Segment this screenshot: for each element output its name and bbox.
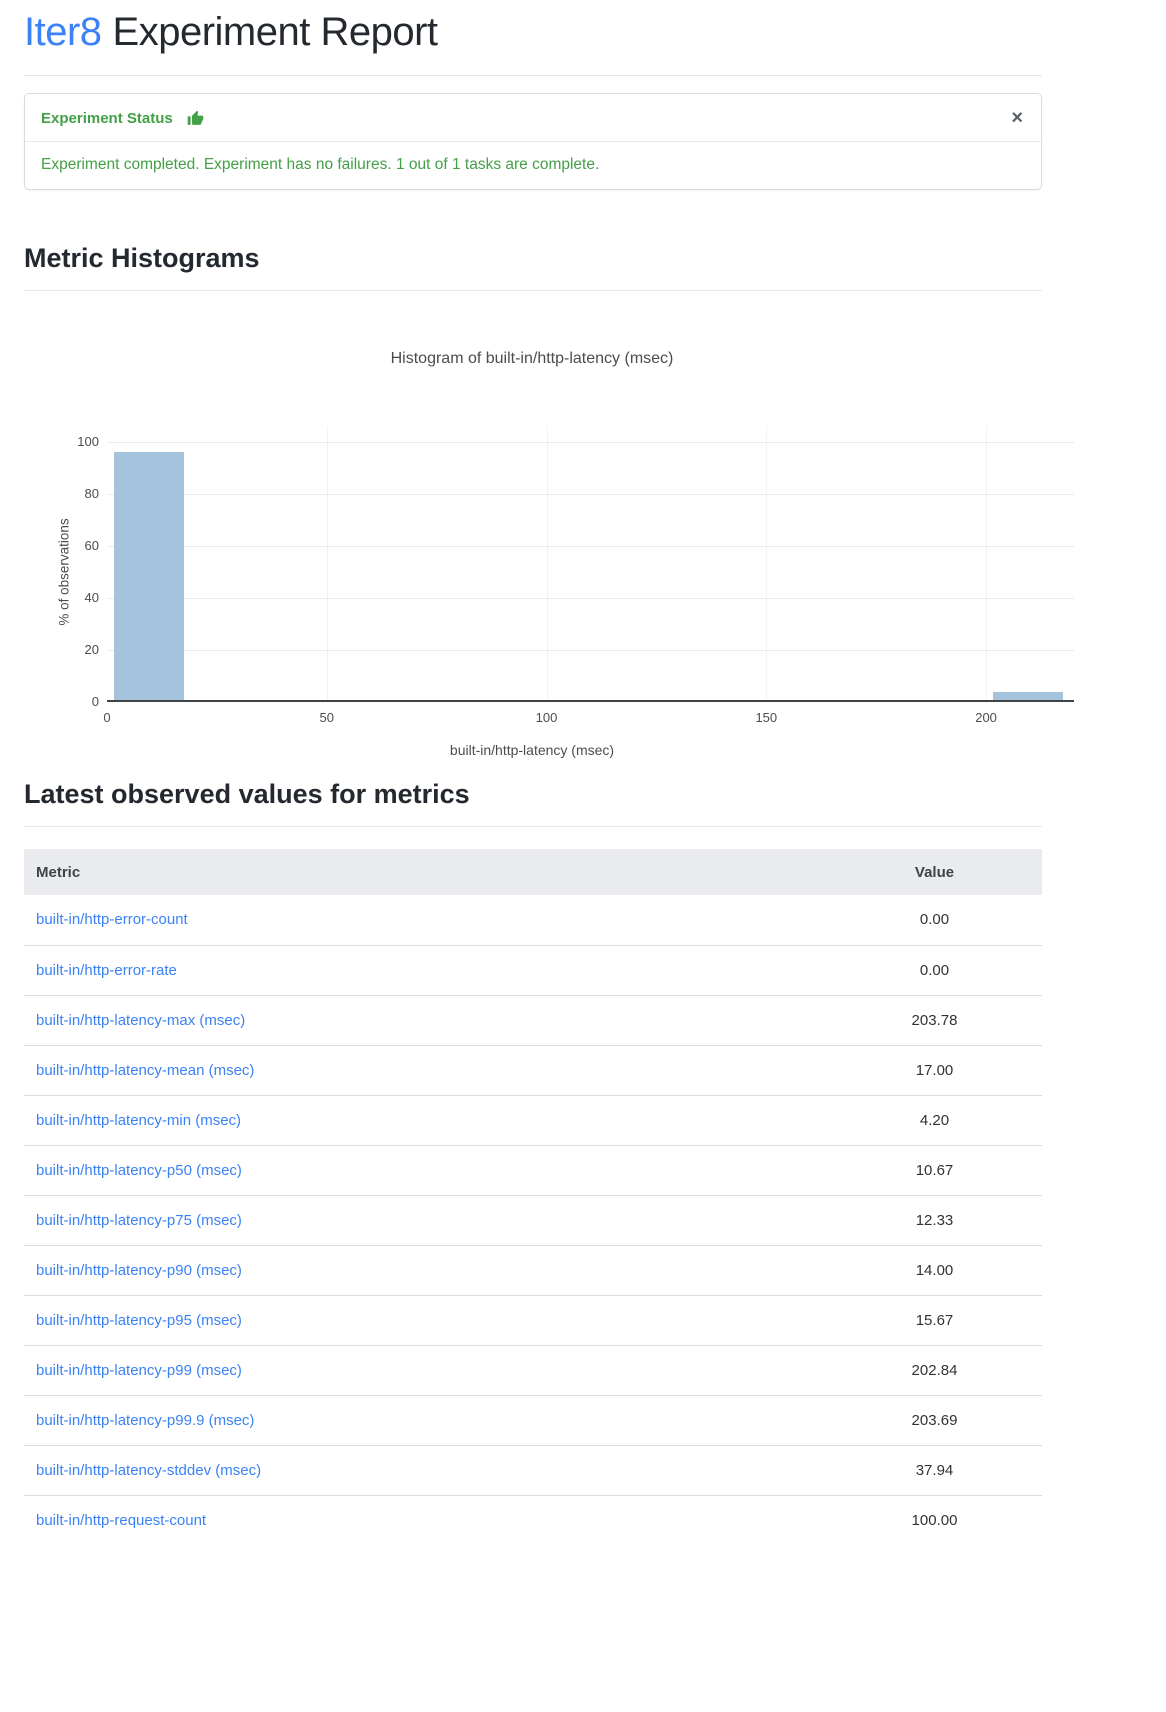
x-tick-label: 0: [103, 710, 111, 725]
section-heading-histograms: Metric Histograms: [24, 243, 1042, 291]
table-row: built-in/http-latency-max (msec) 203.78: [24, 995, 1042, 1046]
experiment-status-card: Experiment Status × Experiment completed…: [24, 93, 1042, 190]
metric-value: 203.78: [827, 995, 1042, 1046]
x-axis-line: [107, 700, 1074, 702]
gridline: [766, 426, 768, 702]
y-tick-label: 60: [84, 537, 99, 553]
table-row: built-in/http-latency-p99.9 (msec) 203.69: [24, 1395, 1042, 1446]
metric-link[interactable]: built-in/http-latency-stddev (msec): [36, 1461, 262, 1479]
table-row: built-in/http-latency-p50 (msec) 10.67: [24, 1145, 1042, 1196]
table-row: built-in/http-latency-p95 (msec) 15.67: [24, 1295, 1042, 1346]
gridline: [107, 545, 1074, 547]
gridline: [546, 426, 548, 702]
gridline: [107, 441, 1074, 443]
page-title-text: Experiment Report: [112, 10, 438, 54]
metric-value: 12.33: [827, 1195, 1042, 1246]
metric-value: 37.94: [827, 1445, 1042, 1496]
metric-link[interactable]: built-in/http-latency-p95 (msec): [36, 1311, 242, 1329]
metric-link[interactable]: built-in/http-latency-p99.9 (msec): [36, 1411, 255, 1429]
plot-area: 0 20 40 60 80 100 0 50 100 150 200: [77, 426, 1074, 725]
column-header-value: Value: [827, 849, 1042, 895]
experiment-status-title: Experiment Status: [41, 109, 173, 127]
report-page: Iter8 Experiment Report Experiment Status…: [24, 0, 1074, 1545]
metric-value: 15.67: [827, 1295, 1042, 1346]
experiment-status-body: Experiment completed. Experiment has no …: [25, 142, 1041, 189]
y-tick-label: 0: [91, 694, 99, 709]
y-axis-title: % of observations: [56, 518, 72, 626]
table-row: built-in/http-latency-p90 (msec) 14.00: [24, 1245, 1042, 1296]
gridline: [107, 597, 1074, 599]
metric-link[interactable]: built-in/http-request-count: [36, 1511, 207, 1529]
table-row: built-in/http-error-count 0.00: [24, 895, 1042, 946]
table-row: built-in/http-latency-min (msec) 4.20: [24, 1095, 1042, 1146]
histogram-bar: [992, 691, 1063, 702]
metric-link[interactable]: built-in/http-error-rate: [36, 961, 177, 979]
y-tick-label: 100: [77, 433, 99, 449]
metric-value: 203.69: [827, 1395, 1042, 1446]
y-tick-label: 40: [84, 589, 99, 605]
thumbs-up-icon: [187, 110, 204, 127]
metric-link[interactable]: built-in/http-latency-p90 (msec): [36, 1261, 242, 1279]
y-tick-label: 80: [84, 485, 99, 501]
gridline: [326, 426, 328, 702]
metric-value: 17.00: [827, 1045, 1042, 1096]
table-row: built-in/http-latency-p75 (msec) 12.33: [24, 1195, 1042, 1246]
table-header-row: Metric Value: [24, 849, 1042, 895]
table-row: built-in/http-latency-stddev (msec) 37.94: [24, 1445, 1042, 1496]
metrics-table: Metric Value built-in/http-error-count 0.…: [24, 849, 1042, 1545]
x-tick-label: 100: [535, 710, 558, 725]
metric-link[interactable]: built-in/http-latency-mean (msec): [36, 1061, 255, 1079]
metric-value: 0.00: [827, 895, 1042, 946]
metric-value: 4.20: [827, 1095, 1042, 1146]
table-row: built-in/http-request-count 100.00: [24, 1495, 1042, 1545]
histogram-bar: [113, 452, 184, 702]
metric-value: 10.67: [827, 1145, 1042, 1196]
x-tick-label: 200: [975, 710, 997, 725]
metric-value: 202.84: [827, 1345, 1042, 1396]
gridline: [107, 649, 1074, 651]
metric-link[interactable]: built-in/http-latency-p75 (msec): [36, 1211, 242, 1229]
gridline: [986, 426, 988, 702]
metric-link[interactable]: built-in/http-latency-min (msec): [36, 1111, 242, 1129]
gridline: [107, 493, 1074, 495]
brand-name: Iter8: [24, 10, 102, 54]
x-tick-label: 150: [755, 710, 778, 725]
section-heading-metrics: Latest observed values for metrics: [24, 779, 1042, 827]
metric-link[interactable]: built-in/http-error-count: [36, 911, 188, 929]
metric-value: 0.00: [827, 945, 1042, 996]
table-row: built-in/http-error-rate 0.00: [24, 945, 1042, 996]
y-tick-label: 20: [84, 641, 99, 657]
table-row: built-in/http-latency-mean (msec) 17.00: [24, 1045, 1042, 1096]
x-tick-label: 50: [319, 710, 334, 725]
metric-link[interactable]: built-in/http-latency-p99 (msec): [36, 1361, 242, 1379]
close-icon[interactable]: ×: [1011, 107, 1023, 129]
chart-title: Histogram of built-in/http-latency (msec…: [390, 350, 674, 367]
metric-link[interactable]: built-in/http-latency-max (msec): [36, 1011, 246, 1029]
experiment-status-message: Experiment completed. Experiment has no …: [41, 156, 600, 173]
metric-value: 100.00: [911, 1511, 958, 1529]
page-title: Iter8 Experiment Report: [24, 10, 1042, 76]
column-header-metric: Metric: [24, 849, 827, 895]
metric-value: 14.00: [827, 1245, 1042, 1296]
experiment-status-header: Experiment Status ×: [25, 94, 1041, 142]
latency-histogram-chart: Histogram of built-in/http-latency (msec…: [24, 291, 1074, 765]
table-row: built-in/http-latency-p99 (msec) 202.84: [24, 1345, 1042, 1396]
x-axis-title: built-in/http-latency (msec): [449, 742, 615, 758]
metric-link[interactable]: built-in/http-latency-p50 (msec): [36, 1161, 242, 1179]
